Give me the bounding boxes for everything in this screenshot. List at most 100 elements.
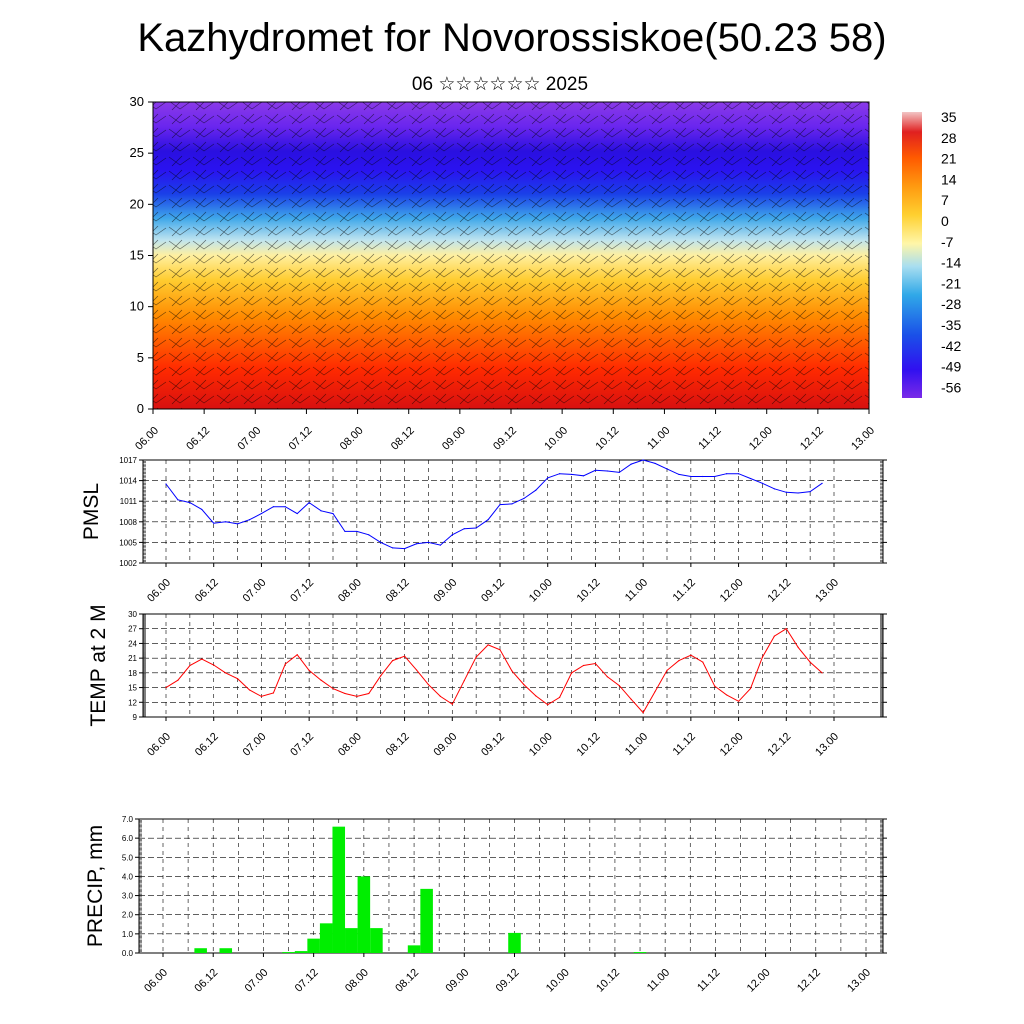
panel-3: 0.0 1.0 2.0 3.0 4.0 5.0 6.0 7.0 06.00 06.12 07.00 0… <box>84 815 887 995</box>
y-tick-label: 1.0 <box>122 930 134 939</box>
data-point <box>320 510 322 512</box>
y-tick-label: 15 <box>130 248 144 263</box>
precip-bar <box>357 876 371 953</box>
x-tick-label: 13.00 <box>849 425 877 453</box>
precip-bar <box>508 932 521 953</box>
data-point <box>403 547 406 550</box>
data-point <box>356 695 358 698</box>
data-point <box>618 685 620 687</box>
data-point <box>737 473 740 475</box>
colorbar-label: -7 <box>941 234 954 250</box>
data-point <box>642 459 644 461</box>
data-point <box>547 704 549 706</box>
x-tick-label: 11.12 <box>695 967 722 994</box>
series-line <box>165 459 823 550</box>
data-point <box>594 469 597 471</box>
data-point <box>260 695 263 698</box>
data-point <box>559 696 561 698</box>
x-tick-label: 06.00 <box>133 425 161 453</box>
data-point <box>702 475 704 478</box>
data-point <box>272 692 274 694</box>
precip-bar <box>307 938 320 953</box>
y-tick-label: 30 <box>128 610 137 619</box>
data-point <box>463 528 465 530</box>
x-tick-label: 07.00 <box>241 731 269 759</box>
data-point <box>225 521 227 523</box>
x-tick-label: 10.12 <box>575 731 603 759</box>
x-tick-label: 12.00 <box>747 425 775 453</box>
data-point <box>272 506 274 508</box>
colorbar <box>902 112 922 398</box>
y-tick-label: 21 <box>128 654 137 663</box>
x-tick-label: 08.00 <box>343 967 371 995</box>
x-tick-label: 12.12 <box>795 967 823 995</box>
data-point <box>690 654 692 656</box>
x-tick-label: 09.12 <box>479 731 507 759</box>
y-tick-label: 1005 <box>119 538 137 547</box>
data-point <box>201 508 203 511</box>
x-tick-label: 08.12 <box>389 425 417 453</box>
data-point <box>761 656 764 658</box>
y-tick-label: 30 <box>130 94 144 109</box>
data-point <box>260 512 263 515</box>
x-tick-label: 11.00 <box>623 731 650 758</box>
precip-bar <box>370 928 383 953</box>
x-tick-label: 11.12 <box>671 731 698 758</box>
data-point <box>511 503 513 505</box>
panel-1: 1002 1005 1008 1011 1014 1017 06.00 06.12 07.00 0… <box>80 456 887 605</box>
data-point <box>189 664 191 667</box>
x-tick-label: 07.12 <box>293 967 321 995</box>
x-tick-label: 07.00 <box>241 577 269 605</box>
y-axis-label: PRECIP, mm <box>84 825 107 947</box>
data-point <box>332 512 334 515</box>
x-tick-label: 08.12 <box>384 577 412 605</box>
x-tick-label: 11.00 <box>645 425 672 452</box>
data-point <box>415 543 418 545</box>
x-tick-label: 08.00 <box>338 425 366 453</box>
x-tick-label: 10.00 <box>542 425 570 453</box>
y-tick-label: 5.0 <box>122 853 134 862</box>
data-point <box>606 676 608 678</box>
data-point <box>773 488 775 490</box>
data-point <box>308 501 310 504</box>
y-tick-label: 1011 <box>120 497 138 506</box>
precip-bar <box>219 948 233 953</box>
chart-subtitle: 06 ☆☆☆☆☆☆ 2025 <box>411 74 589 95</box>
x-tick-label: 06.12 <box>184 425 212 453</box>
precip-bar <box>194 948 207 953</box>
data-point <box>785 491 787 493</box>
data-point <box>380 541 382 544</box>
precip-bar <box>407 945 421 953</box>
data-point <box>415 669 418 671</box>
y-tick-label: 12 <box>128 698 137 707</box>
data-point <box>666 468 668 470</box>
x-tick-label: 12.12 <box>765 731 793 759</box>
data-point <box>749 687 752 690</box>
x-tick-label: 07.00 <box>235 425 263 453</box>
data-point <box>439 544 441 546</box>
data-point <box>654 690 656 693</box>
colorbar-label: -42 <box>941 338 961 354</box>
data-point <box>165 686 167 689</box>
x-tick-label: 11.00 <box>623 577 650 604</box>
plot-frame <box>142 613 884 718</box>
colorbar-label: 7 <box>941 192 949 208</box>
data-point <box>582 664 585 667</box>
x-tick-label: 09.00 <box>431 577 459 605</box>
precip-bar <box>633 952 647 953</box>
chart-title: Kazhydromet for Novorossiskoe(50.23 58) <box>137 16 887 60</box>
colorbar-label: -35 <box>941 317 961 333</box>
data-point <box>427 541 430 544</box>
colorbar-label: -28 <box>941 296 961 312</box>
y-tick-label: 24 <box>128 639 137 648</box>
y-tick-label: 1014 <box>119 477 137 486</box>
data-point <box>177 679 179 681</box>
data-point <box>165 483 167 485</box>
y-tick-label: 27 <box>128 625 137 634</box>
data-point <box>535 695 537 697</box>
data-point <box>726 473 728 475</box>
colorbar-label: 0 <box>941 213 949 229</box>
data-point <box>749 477 752 480</box>
plot-frame <box>138 818 884 954</box>
data-point <box>511 670 513 672</box>
